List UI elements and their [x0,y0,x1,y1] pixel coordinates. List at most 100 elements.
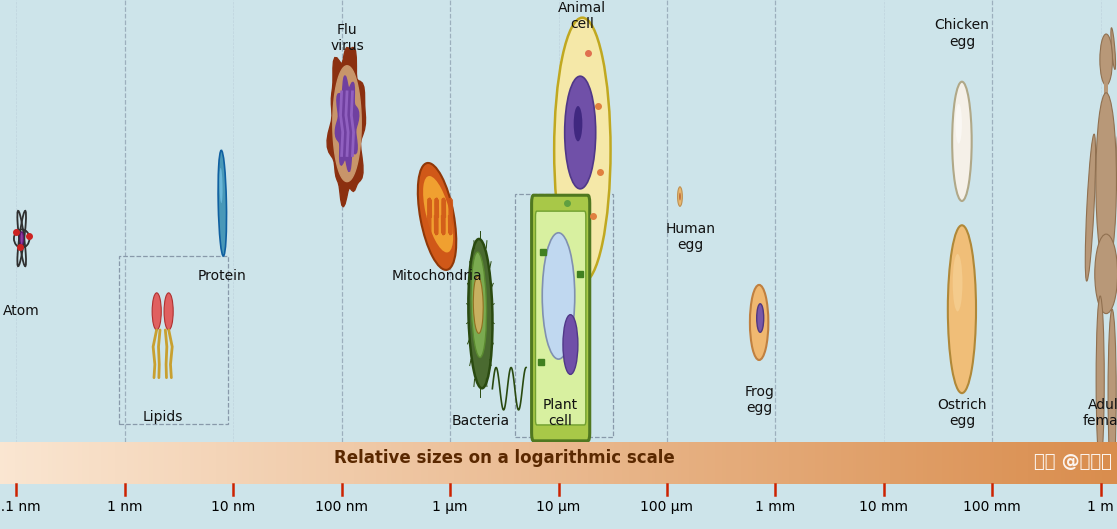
Bar [137,442,142,484]
Bar [190,442,193,484]
Bar [388,442,391,484]
Bar [983,442,986,484]
Bar [276,442,279,484]
Bar [935,442,938,484]
Bar [123,442,126,484]
Bar [86,442,89,484]
Bar [410,442,413,484]
Bar [558,442,562,484]
Bar [1105,71,1108,102]
Bar [1016,442,1020,484]
Bar [134,442,137,484]
Bar [488,442,491,484]
Bar [1035,442,1039,484]
Bar [405,442,410,484]
Bar [294,442,298,484]
Bar [1102,442,1106,484]
Bar [26,442,30,484]
Bar [1009,442,1013,484]
Bar [678,442,681,484]
Text: Bacteria: Bacteria [451,414,509,428]
Ellipse shape [565,76,595,189]
Bar [603,442,607,484]
Bar [421,442,424,484]
Bar [338,442,343,484]
Bar [685,442,689,484]
Bar [89,442,93,484]
Bar [994,442,997,484]
Bar [164,442,168,484]
Bar [662,442,667,484]
Bar [515,194,613,437]
Bar [510,442,514,484]
Bar [268,442,271,484]
Bar [852,442,857,484]
Circle shape [20,232,23,245]
Bar [402,442,405,484]
Bar [756,442,760,484]
Bar [726,442,729,484]
Bar [633,442,637,484]
Bar [815,442,819,484]
Bar [522,442,525,484]
Bar [1042,442,1047,484]
Bar [436,442,439,484]
Bar [927,442,930,484]
Bar [260,442,265,484]
Bar [640,442,645,484]
Bar [729,442,734,484]
Bar [517,442,522,484]
Bar [112,442,115,484]
Bar [741,442,745,484]
Bar [1031,442,1035,484]
Bar [1050,442,1053,484]
Bar [1109,442,1114,484]
Ellipse shape [218,150,227,256]
Bar [357,442,361,484]
Text: 1 μm: 1 μm [432,500,468,514]
Bar [863,442,868,484]
Bar [8,442,11,484]
Bar [15,442,19,484]
Bar [846,442,849,484]
Bar [796,442,801,484]
Bar [484,442,488,484]
Bar [350,442,354,484]
Text: 100 nm: 100 nm [315,500,369,514]
Bar [841,442,846,484]
Bar [67,442,70,484]
Bar [1039,442,1042,484]
Bar [718,442,723,484]
Bar [913,442,916,484]
Ellipse shape [219,168,222,203]
Bar [930,442,935,484]
Bar [11,442,15,484]
Bar [175,442,179,484]
Bar [70,442,75,484]
Bar [946,442,949,484]
Bar [774,442,779,484]
Bar [142,442,145,484]
Bar [614,442,618,484]
Bar [156,442,160,484]
Bar [1076,442,1080,484]
Bar [595,442,600,484]
Ellipse shape [418,163,456,270]
Text: 10 mm: 10 mm [859,500,908,514]
FancyBboxPatch shape [535,211,585,425]
Bar [97,442,101,484]
Bar [145,442,149,484]
Bar [827,442,830,484]
Bar [1047,442,1050,484]
Bar [309,442,313,484]
Text: Adult
female: Adult female [1082,398,1117,428]
Bar [555,442,558,484]
Ellipse shape [468,239,493,388]
Bar [980,442,983,484]
Bar [997,442,1002,484]
Bar [204,442,209,484]
Text: Relative sizes on a logarithmic scale: Relative sizes on a logarithmic scale [334,449,675,467]
Bar [466,442,469,484]
Bar [819,442,823,484]
Ellipse shape [1108,309,1116,477]
